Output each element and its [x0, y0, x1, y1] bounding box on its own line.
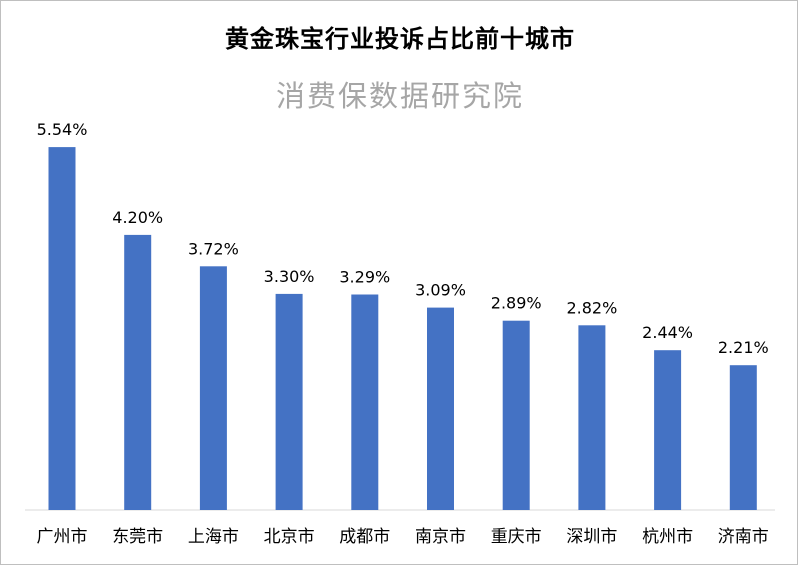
data-label-3: 3.72% — [188, 239, 239, 258]
category-label-3: 上海市 — [188, 527, 239, 547]
bar-3 — [199, 266, 227, 510]
data-label-8: 2.82% — [566, 298, 617, 317]
data-label-1: 5.54% — [37, 120, 88, 139]
bar-1 — [48, 147, 76, 510]
value-labels-group: 5.54% 4.20% 3.72% 3.30% 3.29% 3.09% 2.89% 2.82%… — [37, 120, 769, 357]
category-label-4: 北京市 — [264, 527, 315, 547]
bars-group — [48, 147, 757, 510]
data-label-10: 2.21% — [718, 338, 769, 357]
chart-title: 黄金珠宝行业投诉占比前十城市 — [225, 25, 575, 53]
data-label-7: 2.89% — [491, 294, 542, 313]
bar-8 — [578, 325, 606, 510]
bar-9 — [654, 350, 682, 510]
bar-10 — [729, 365, 757, 510]
category-label-2: 东莞市 — [112, 527, 163, 547]
bar-7 — [502, 320, 530, 510]
bar-5 — [351, 294, 379, 510]
chart-subtitle: 消费保数据研究院 — [275, 79, 524, 113]
category-labels-group: 广州市 东莞市 上海市 北京市 成都市 南京市 重庆市 深圳市 杭州市 济南市 — [37, 527, 769, 547]
category-label-1: 广州市 — [37, 527, 88, 547]
data-label-6: 3.09% — [415, 281, 466, 300]
category-label-5: 成都市 — [339, 527, 390, 547]
category-label-7: 重庆市 — [491, 527, 542, 547]
data-label-4: 3.30% — [264, 267, 315, 286]
category-label-8: 深圳市 — [566, 527, 617, 547]
bar-2 — [124, 234, 152, 510]
bar-4 — [275, 293, 303, 510]
bar-6 — [427, 307, 454, 510]
category-label-9: 杭州市 — [642, 527, 693, 547]
category-label-6: 南京市 — [415, 527, 466, 547]
data-label-5: 3.29% — [339, 268, 390, 287]
data-label-9: 2.44% — [642, 323, 693, 342]
data-label-2: 4.20% — [112, 208, 163, 227]
category-label-10: 济南市 — [718, 527, 769, 547]
